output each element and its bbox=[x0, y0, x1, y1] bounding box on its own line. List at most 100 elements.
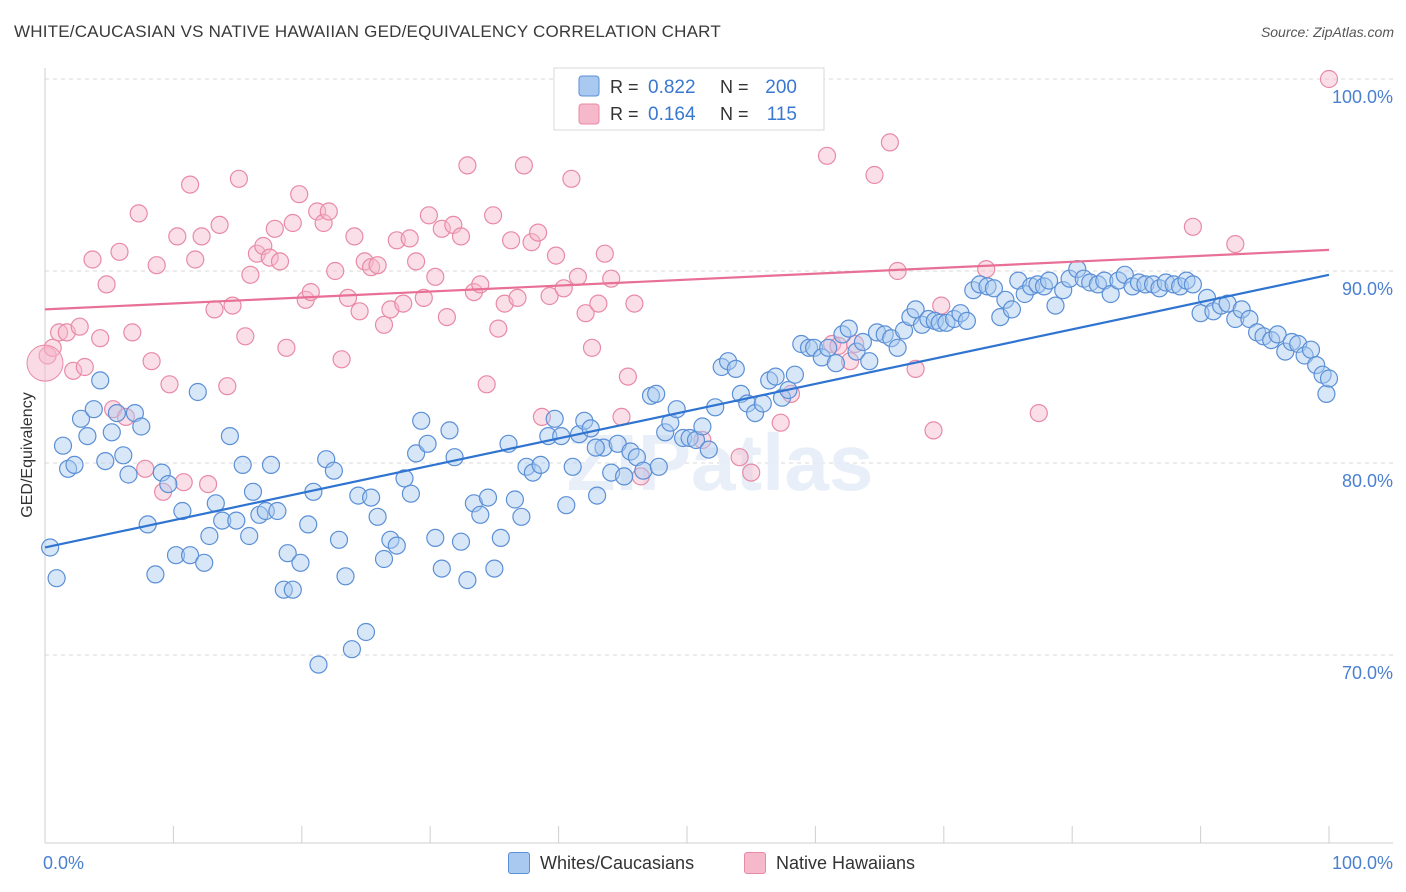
trend-line-native-hawaiians bbox=[44, 248, 1330, 311]
data-point-white bbox=[188, 382, 207, 402]
stats-legend: R = 0.822 N = 200 R = 0.164 N = 115 bbox=[553, 67, 825, 131]
data-point-native-hawaiian bbox=[906, 359, 925, 378]
data-point-native-hawaiian bbox=[407, 252, 426, 271]
data-point-native-hawaiian bbox=[489, 319, 508, 338]
legend-r-label-pink: R = bbox=[610, 104, 639, 124]
data-point-native-hawaiian bbox=[817, 146, 837, 165]
data-point-white bbox=[1136, 275, 1155, 294]
data-point-white bbox=[491, 528, 510, 548]
data-point-native-hawaiian bbox=[625, 294, 644, 313]
data-point-native-hawaiian bbox=[110, 242, 129, 261]
data-point-white bbox=[240, 526, 259, 546]
data-point-white bbox=[853, 332, 873, 352]
data-point-native-hawaiian bbox=[576, 304, 595, 323]
data-point-native-hawaiian bbox=[362, 258, 381, 277]
data-point-white bbox=[84, 400, 103, 419]
data-point-white bbox=[1028, 275, 1047, 294]
data-point-native-hawaiian bbox=[502, 231, 521, 250]
data-point-native-hawaiian bbox=[1183, 217, 1203, 236]
data-point-white bbox=[71, 409, 91, 428]
data-point-native-hawaiian bbox=[437, 308, 456, 327]
data-point-white bbox=[227, 511, 246, 530]
data-point-native-hawaiian bbox=[123, 323, 142, 342]
data-point-native-hawaiian bbox=[229, 169, 248, 188]
data-point-native-hawaiian bbox=[582, 338, 602, 357]
data-point-native-hawaiian bbox=[451, 227, 471, 246]
data-point-native-hawaiian bbox=[283, 213, 302, 233]
x-tick-label-max: 100.0% bbox=[1332, 853, 1393, 873]
data-point-native-hawaiian bbox=[394, 294, 413, 313]
data-point-native-hawaiian bbox=[865, 165, 884, 185]
data-point-native-hawaiian bbox=[554, 279, 573, 298]
data-point-native-hawaiian bbox=[400, 229, 419, 248]
data-point-white bbox=[309, 655, 328, 674]
data-point-native-hawaiian bbox=[589, 294, 608, 313]
data-point-white bbox=[336, 567, 355, 586]
data-point-white bbox=[132, 417, 151, 436]
data-point-native-hawaiian bbox=[562, 169, 581, 188]
data-point-native-hawaiian bbox=[977, 260, 996, 279]
data-point-white bbox=[557, 496, 576, 515]
data-point-native-hawaiian bbox=[477, 375, 496, 394]
legend-label-native-hawaiians: Native Hawaiians bbox=[776, 852, 916, 873]
data-point-native-hawaiian bbox=[484, 206, 503, 225]
data-point-white bbox=[243, 482, 263, 501]
data-point-white bbox=[1307, 356, 1326, 375]
data-point-white bbox=[233, 455, 252, 474]
y-tick-labels: 70.0% 80.0% 90.0% 100.0% bbox=[1332, 87, 1393, 683]
data-point-white bbox=[1319, 369, 1339, 388]
data-point-white bbox=[342, 640, 361, 659]
data-point-white bbox=[114, 446, 133, 465]
data-point-native-hawaiian bbox=[136, 459, 155, 478]
data-point-white bbox=[1240, 309, 1259, 329]
data-point-white bbox=[146, 565, 165, 584]
data-point-white bbox=[957, 311, 977, 330]
data-point-native-hawaiian bbox=[218, 377, 237, 396]
legend-n-value-blue: 200 bbox=[765, 77, 797, 98]
data-point-native-hawaiian bbox=[508, 288, 527, 307]
data-point-native-hawaiian bbox=[290, 185, 309, 204]
chart-title: WHITE/CAUCASIAN VS NATIVE HAWAIIAN GED/E… bbox=[14, 22, 721, 41]
legend-item-native-hawaiians[interactable]: Native Hawaiians bbox=[744, 852, 915, 874]
data-point-white bbox=[1015, 284, 1034, 304]
data-point-white bbox=[1034, 277, 1054, 296]
data-point-white bbox=[860, 352, 879, 371]
data-point-native-hawaiian bbox=[540, 286, 559, 306]
legend-label-whites: Whites/Caucasians bbox=[540, 852, 695, 873]
data-point-white bbox=[458, 570, 477, 590]
data-point-white bbox=[531, 455, 550, 474]
data-point-native-hawaiian bbox=[345, 227, 364, 246]
data-point-native-hawaiian bbox=[332, 350, 351, 369]
data-point-white bbox=[753, 394, 772, 413]
data-point-native-hawaiian bbox=[924, 421, 943, 440]
data-point-white bbox=[930, 313, 950, 332]
data-point-native-hawaiian bbox=[840, 352, 860, 371]
data-point-white bbox=[693, 417, 712, 436]
data-point-white bbox=[283, 580, 302, 599]
data-point-white bbox=[291, 553, 310, 572]
y-tick-label: 100.0% bbox=[1332, 87, 1393, 107]
data-point-native-hawaiian bbox=[338, 288, 358, 307]
data-point-white bbox=[984, 279, 1004, 298]
data-point-native-hawaiian bbox=[270, 252, 290, 271]
data-point-native-hawaiian bbox=[129, 204, 148, 223]
data-point-white bbox=[107, 404, 127, 423]
data-point-white bbox=[1282, 332, 1301, 352]
data-point-white bbox=[888, 338, 907, 357]
series-legend: Whites/Caucasians Native Hawaiians bbox=[0, 852, 1406, 880]
axes bbox=[44, 68, 1393, 844]
data-point-native-hawaiian bbox=[595, 244, 614, 263]
source-label: Source: ZipAtlas.com bbox=[1260, 24, 1394, 40]
data-point-native-hawaiian bbox=[192, 227, 211, 246]
data-point-white bbox=[478, 488, 498, 507]
data-point-native-hawaiian bbox=[522, 233, 541, 252]
legend-item-whites[interactable]: Whites/Caucasians bbox=[508, 852, 694, 874]
data-point-native-hawaiian bbox=[265, 219, 284, 238]
data-point-native-hawaiian bbox=[174, 473, 193, 492]
data-point-native-hawaiian bbox=[350, 302, 369, 321]
data-point-white bbox=[445, 448, 464, 467]
data-point-native-hawaiian bbox=[83, 250, 102, 269]
data-point-native-hawaiian bbox=[771, 413, 790, 432]
data-point-native-hawaiian bbox=[368, 256, 387, 275]
series-whites-caucasians bbox=[40, 260, 1339, 674]
